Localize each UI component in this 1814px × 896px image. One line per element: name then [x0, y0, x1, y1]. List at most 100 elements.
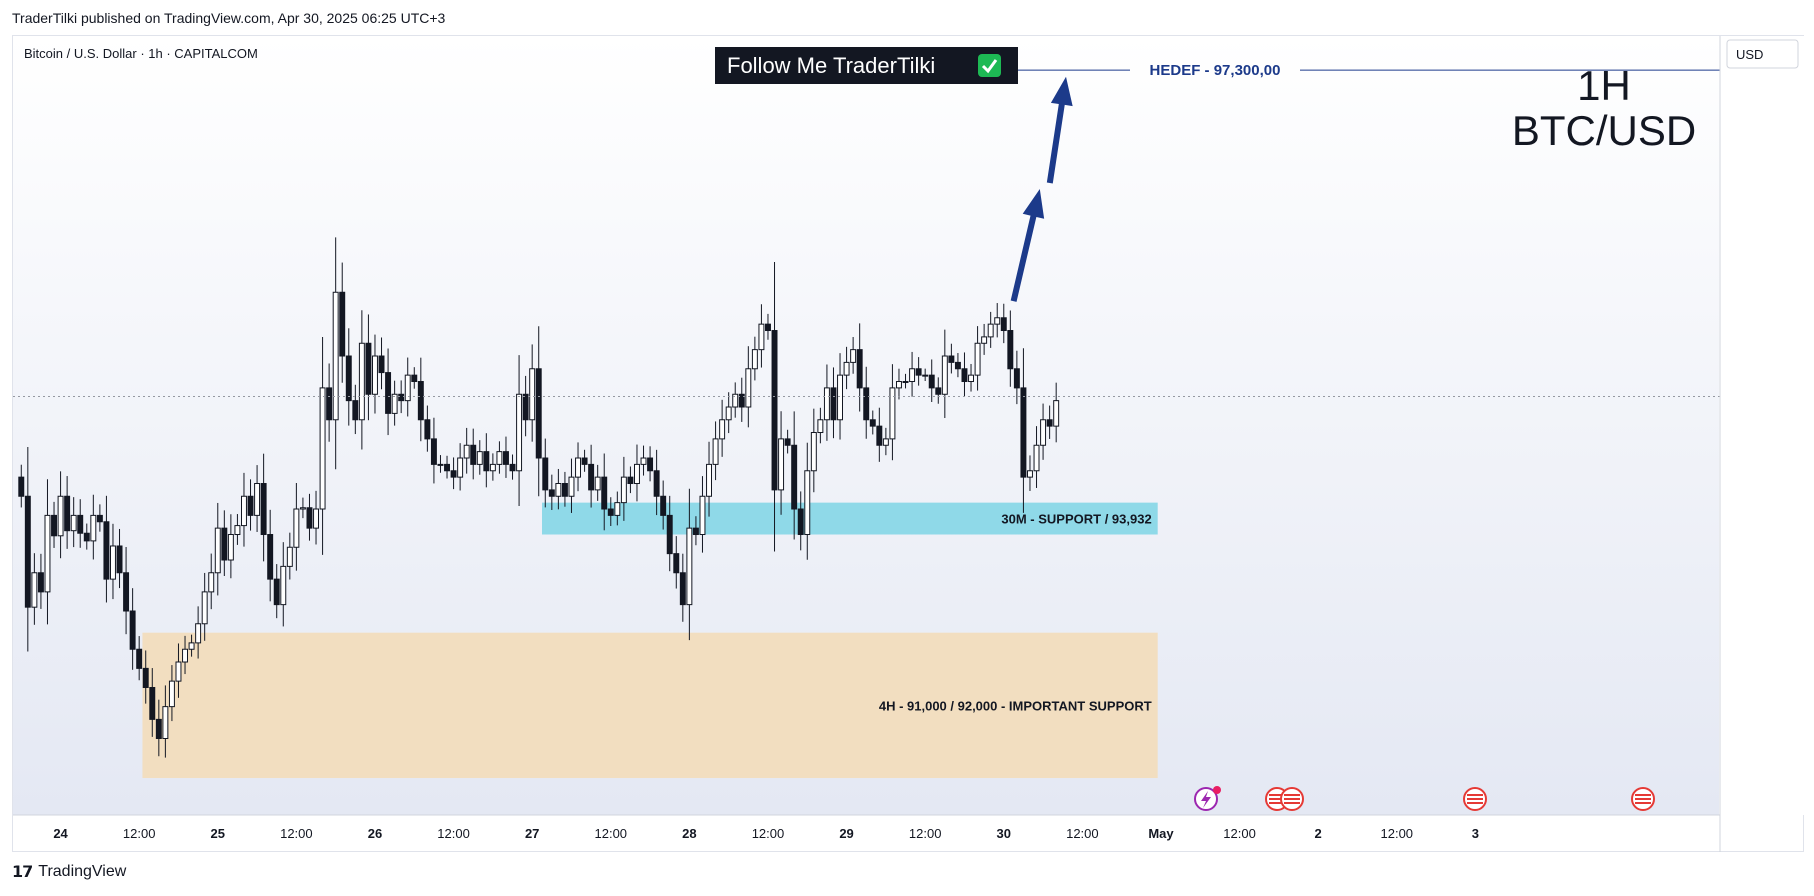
candle-up — [994, 317, 1001, 325]
candle-up — [286, 546, 293, 567]
candle-down — [136, 648, 143, 669]
candle-down — [306, 507, 313, 529]
candle-up — [614, 502, 621, 516]
candle-down — [51, 514, 57, 537]
time-tick-label: 12:00 — [909, 826, 942, 841]
candle-down — [430, 438, 437, 465]
candle-down — [830, 387, 837, 421]
candle-down — [260, 483, 267, 536]
candle-down — [378, 355, 385, 374]
candle-up — [575, 457, 581, 478]
event-icons[interactable] — [1194, 786, 1655, 811]
symbol-info[interactable]: Bitcoin / U.S. Dollar · 1h · CAPITALCOM — [24, 46, 258, 61]
candle-down — [483, 451, 490, 472]
candle-down — [915, 368, 922, 376]
candle-down — [1013, 368, 1020, 389]
candle-down — [103, 521, 110, 580]
currency-button[interactable] — [1726, 39, 1799, 69]
candle-up — [70, 514, 77, 532]
candle-down — [856, 349, 863, 389]
candle-down — [581, 457, 588, 465]
candle-down — [653, 470, 660, 497]
candle-up — [489, 463, 496, 472]
candle-up — [843, 361, 850, 376]
target-arrow-upper — [1046, 76, 1073, 184]
candle-down — [77, 514, 84, 534]
candle-down — [123, 572, 130, 612]
candle-down — [221, 527, 228, 561]
time-tick-label: 12:00 — [437, 826, 470, 841]
candle-down — [679, 572, 686, 606]
candle-down — [738, 393, 745, 408]
follow-badge-text: Follow Me TraderTilki — [727, 53, 935, 78]
candle-up — [974, 342, 981, 376]
candle-up — [758, 323, 765, 351]
time-tick-label: 12:00 — [595, 826, 628, 841]
candle-down — [424, 419, 431, 440]
candle-up — [182, 648, 189, 663]
candle-down — [673, 553, 680, 574]
candle-down — [876, 425, 883, 446]
candle-up — [175, 661, 182, 682]
time-tick-label: 26 — [368, 826, 382, 841]
candle-down — [64, 495, 71, 532]
support-zones: 4H - 91,000 / 92,000 - IMPORTANT SUPPORT… — [142, 502, 1158, 779]
candle-down — [797, 508, 804, 536]
candle-down — [326, 387, 333, 421]
candle-down — [83, 532, 90, 542]
candle-down — [765, 323, 771, 332]
tradingview-brand: TradingView — [38, 863, 127, 880]
candle-up — [208, 572, 215, 593]
candle-up — [90, 514, 97, 542]
candle-down — [1020, 387, 1027, 478]
candle-up — [889, 387, 896, 440]
candle-up — [909, 368, 916, 383]
candle-down — [535, 368, 542, 459]
candle-down — [37, 572, 44, 593]
candle-down — [417, 381, 424, 421]
candle-down — [692, 527, 699, 536]
candle-up — [496, 451, 503, 465]
tradingview-logo[interactable]: 𝟭𝟳 TradingView — [12, 862, 126, 882]
time-tick-label: 2 — [1315, 826, 1322, 841]
candle-down — [247, 495, 254, 516]
time-axis[interactable]: 24 12:00 25 12:00 26 12:00 27 12:00 28 12:00 29 12:… — [53, 826, 1479, 841]
candle-down — [24, 495, 31, 608]
candle-up — [823, 387, 830, 421]
candle-up — [319, 387, 326, 510]
candle-up — [280, 565, 287, 606]
candle-down — [116, 545, 123, 574]
currency-label: USD — [1736, 47, 1763, 62]
time-tick-label: 30 — [997, 826, 1011, 841]
candle-down — [1046, 419, 1053, 427]
time-tick-label: 3 — [1472, 826, 1479, 841]
candle-down — [267, 534, 274, 580]
candle-down — [588, 463, 595, 491]
candle-down — [96, 514, 103, 523]
candle-down — [935, 387, 942, 395]
candle-down — [784, 438, 791, 446]
candle-up — [686, 527, 693, 606]
candle-down — [450, 470, 457, 478]
candle-down — [542, 457, 549, 491]
time-tick-label: 12:00 — [1066, 826, 1099, 841]
support-zone-4h — [142, 632, 1158, 779]
pair-label: BTC/USD — [1512, 107, 1696, 154]
candle-up — [254, 483, 261, 516]
candle-up — [234, 525, 241, 536]
candle-down — [791, 444, 798, 510]
candle-up — [529, 368, 536, 421]
candle-up — [987, 323, 994, 338]
target-label: HEDEF - 97,300,00 — [1150, 62, 1281, 79]
candle-up — [1040, 419, 1047, 446]
candle-down — [928, 374, 935, 389]
candle-down — [411, 374, 418, 383]
candle-up — [941, 355, 948, 395]
candle-up — [299, 507, 306, 510]
candle-up — [391, 393, 398, 414]
candle-up — [293, 508, 300, 548]
candle-down — [365, 342, 372, 395]
candle-down — [1007, 330, 1014, 370]
candle-up — [810, 432, 817, 472]
